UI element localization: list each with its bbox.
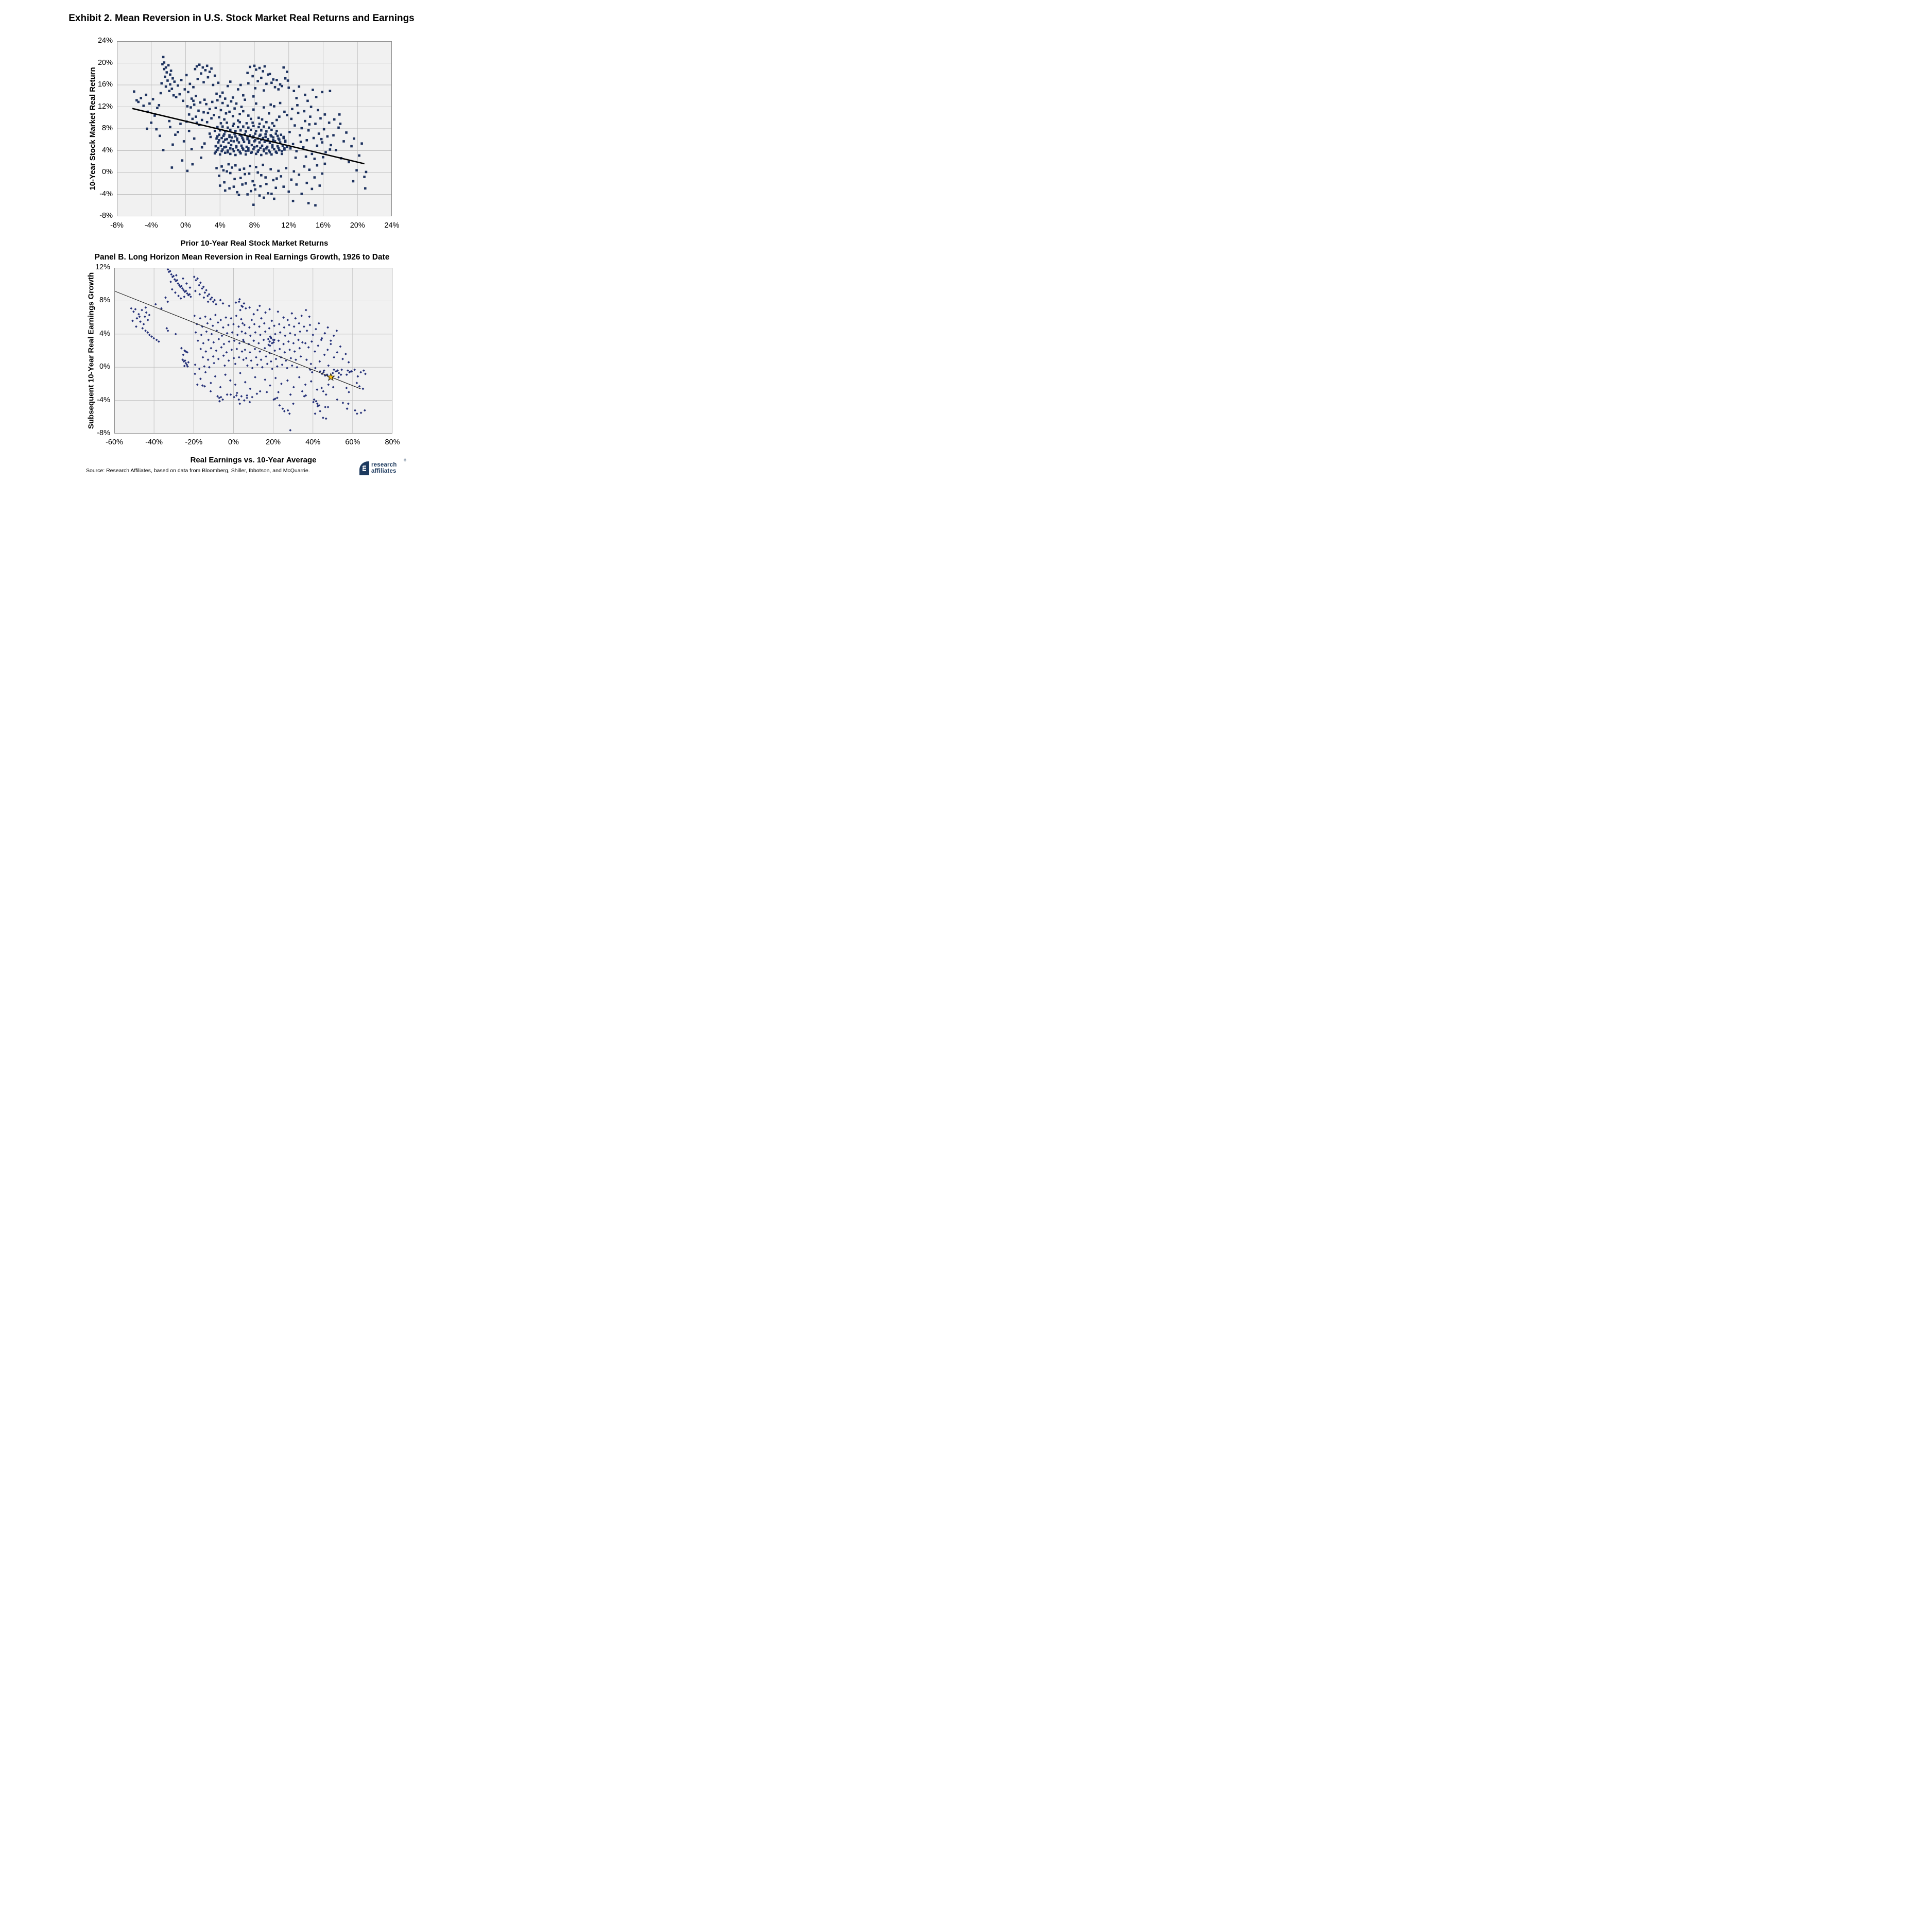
exhibit-title: Exhibit 2. Mean Reversion in U.S. Stock … — [68, 13, 415, 24]
y-axis-tick-label: 4% — [99, 329, 110, 338]
exhibit-page: Exhibit 2. Mean Reversion in U.S. Stock … — [0, 0, 483, 483]
trend-line — [114, 290, 361, 389]
y-axis-tick-label: 8% — [102, 124, 113, 132]
x-axis-tick-label: 80% — [385, 438, 400, 446]
x-axis-tick-label: 4% — [214, 221, 226, 230]
plot-border — [114, 268, 392, 434]
panel-a-scatter-plot — [117, 41, 392, 216]
y-axis-tick-label: -8% — [99, 212, 113, 220]
x-axis-tick-label: 0% — [228, 438, 239, 446]
y-axis-tick-label: 16% — [97, 80, 113, 89]
x-axis-tick-label: -8% — [110, 221, 124, 230]
research-affiliates-logo: m research affiliates ® — [359, 459, 421, 479]
x-axis-tick-label: 40% — [305, 438, 321, 446]
star-marker — [326, 372, 336, 381]
logo-line2: affiliates — [371, 468, 396, 474]
y-axis-tick-label: 0% — [99, 363, 110, 371]
panel-b-title: Panel B. Long Horizon Mean Reversion in … — [94, 253, 390, 262]
plot-background — [114, 268, 392, 434]
logo-monogram-icon: m — [360, 465, 368, 472]
panel-b-scatter-plot — [114, 268, 392, 434]
logo-wordmark: research affiliates — [371, 462, 397, 474]
y-axis-tick-label: -4% — [97, 395, 110, 404]
logo-mark-icon: m — [359, 461, 369, 475]
y-axis-tick-label: 24% — [97, 37, 113, 45]
trend-line — [132, 108, 365, 165]
x-axis-tick-label: 60% — [345, 438, 360, 446]
y-axis-tick-label: 8% — [99, 296, 110, 305]
x-axis-tick-label: 0% — [180, 221, 191, 230]
x-axis-tick-label: 20% — [350, 221, 365, 230]
y-axis-tick-label: 0% — [102, 168, 113, 176]
y-axis-tick-label: 12% — [97, 102, 113, 111]
y-axis-tick-label: 12% — [95, 263, 110, 271]
x-axis-tick-label: -4% — [144, 221, 158, 230]
x-axis-tick-label: -60% — [106, 438, 123, 446]
panel-b-x-axis-title: Real Earnings vs. 10-Year Average — [190, 456, 317, 464]
x-axis-tick-label: -20% — [185, 438, 203, 446]
y-axis-tick-label: -4% — [99, 189, 113, 198]
plot-border — [117, 41, 392, 216]
x-axis-tick-label: 12% — [281, 221, 297, 230]
x-axis-tick-label: 8% — [249, 221, 260, 230]
y-axis-tick-label: -8% — [97, 429, 110, 437]
source-note: Source: Research Affiliates, based on da… — [86, 468, 310, 474]
x-axis-tick-label: 20% — [266, 438, 281, 446]
scatter-points — [133, 56, 368, 207]
y-axis-tick-label: 20% — [97, 58, 113, 67]
registered-trademark-icon: ® — [404, 459, 407, 462]
x-axis-tick-label: 24% — [384, 221, 400, 230]
panel-a-x-axis-title: Prior 10-Year Real Stock Market Returns — [180, 239, 329, 248]
x-axis-tick-label: 16% — [315, 221, 331, 230]
x-axis-tick-label: -40% — [145, 438, 163, 446]
logo-line1: research — [371, 462, 397, 468]
y-axis-tick-label: 4% — [102, 146, 113, 154]
